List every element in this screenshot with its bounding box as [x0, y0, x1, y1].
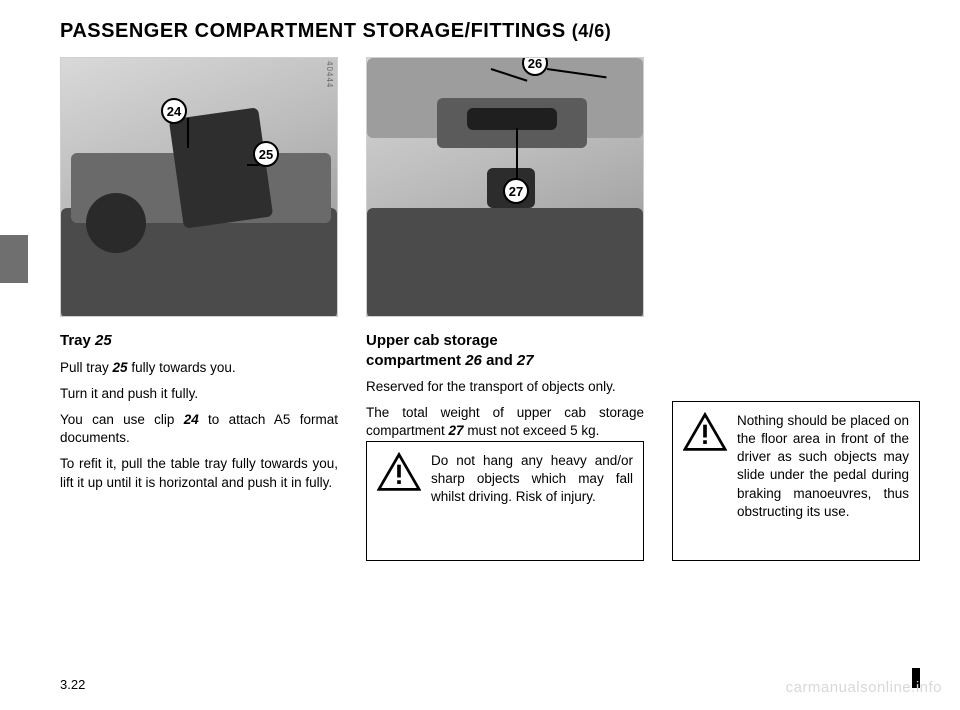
warning-icon [377, 452, 421, 507]
callout-27: 27 [503, 178, 529, 204]
title-part: (4/6) [572, 21, 612, 41]
tray-p2: Turn it and push it fully. [60, 385, 338, 403]
upper-cab-heading: Upper cab storage compartment 26 and 27 [366, 331, 644, 370]
column-1: 40444 24 25 Tray 25 Pull tray 25 fully t… [60, 57, 338, 561]
upper-cab-p2: The total weight of upper cab storage co… [366, 404, 644, 440]
section-tab [0, 235, 28, 283]
warning-icon [683, 412, 727, 521]
warning-text-sharp: Do not hang any heavy and/or sharp objec… [431, 452, 633, 507]
steering-wheel [86, 193, 146, 253]
column-3-spacer [672, 57, 920, 401]
column-3: Nothing should be placed on the floor ar… [672, 57, 920, 561]
dash-lower-2 [367, 208, 643, 317]
page-title: PASSENGER COMPARTMENT STORAGE/FITTINGS (… [60, 20, 920, 43]
tray-heading: Tray 25 [60, 331, 338, 351]
tray-p3: You can use clip 24 to attach A5 format … [60, 411, 338, 447]
tray-shape [169, 107, 273, 228]
overhead-slot [467, 108, 557, 130]
column-2: 39417 26 27 Upper cab storage compartmen… [366, 57, 644, 561]
figure-id-1: 40444 [325, 61, 334, 88]
callout-24: 24 [161, 98, 187, 124]
warning-inner: Do not hang any heavy and/or sharp objec… [377, 452, 633, 507]
warning-inner-2: Nothing should be placed on the floor ar… [683, 412, 909, 521]
manual-page: PASSENGER COMPARTMENT STORAGE/FITTINGS (… [0, 0, 960, 710]
content-columns: 40444 24 25 Tray 25 Pull tray 25 fully t… [60, 57, 920, 561]
warning-box-sharp-objects: Do not hang any heavy and/or sharp objec… [366, 441, 644, 561]
callout-24-leader [187, 118, 189, 148]
figure-tray: 40444 24 25 [60, 57, 338, 317]
tray-p1: Pull tray 25 fully towards you. [60, 359, 338, 377]
callout-27-leader [516, 128, 518, 180]
watermark: carmanualsonline.info [786, 679, 942, 696]
title-main: PASSENGER COMPARTMENT STORAGE/FITTINGS [60, 20, 566, 42]
callout-25: 25 [253, 141, 279, 167]
tray-p4: To refit it, pull the table tray fully t… [60, 455, 338, 491]
upper-cab-p1: Reserved for the transport of objects on… [366, 378, 644, 396]
page-number: 3.22 [60, 677, 85, 692]
warning-text-floor: Nothing should be placed on the floor ar… [737, 412, 909, 521]
figure-upper-cab: 39417 26 27 [366, 57, 644, 317]
warning-box-floor: Nothing should be placed on the floor ar… [672, 401, 920, 561]
